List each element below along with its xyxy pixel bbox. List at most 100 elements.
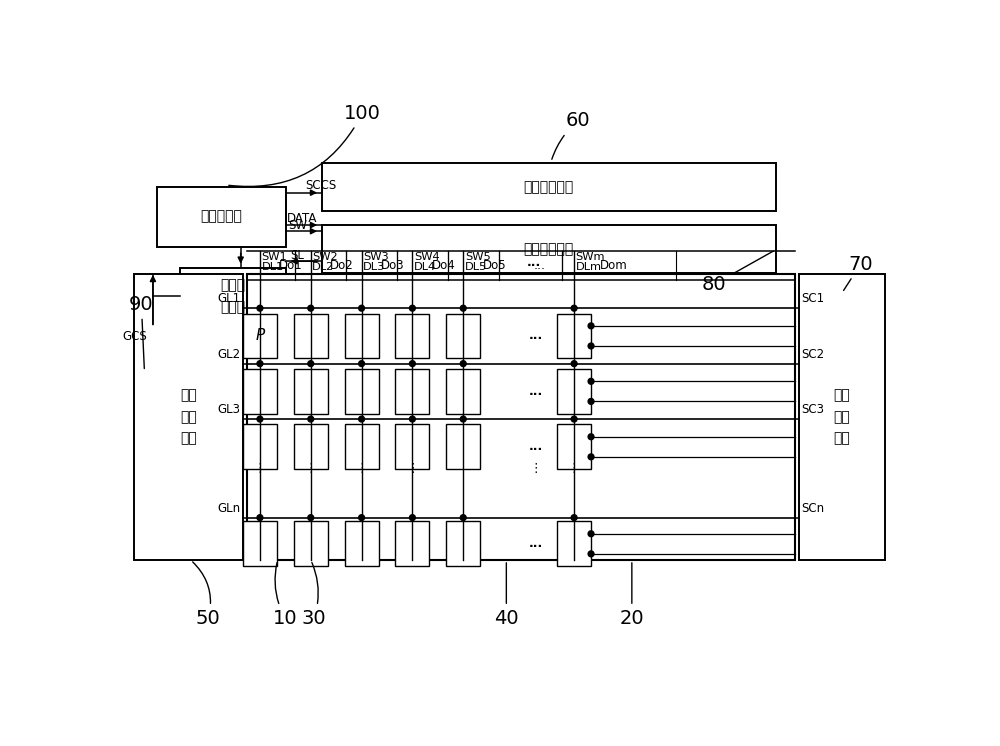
Bar	[446, 313, 480, 358]
Text: DL3: DL3	[363, 263, 385, 272]
Circle shape	[409, 361, 415, 366]
Circle shape	[571, 515, 577, 521]
Bar	[294, 313, 328, 358]
Bar	[446, 424, 480, 469]
Text: SC1: SC1	[801, 292, 824, 305]
Circle shape	[359, 305, 365, 311]
Circle shape	[588, 323, 594, 329]
Text: ⋮: ⋮	[254, 462, 266, 475]
Text: 60: 60	[552, 111, 590, 159]
Bar	[395, 424, 429, 469]
Text: 发光控制模块: 发光控制模块	[524, 242, 574, 256]
Circle shape	[571, 305, 577, 311]
Text: ...: ...	[533, 260, 545, 272]
Circle shape	[257, 515, 263, 521]
Bar	[557, 369, 591, 414]
Circle shape	[460, 361, 466, 366]
Text: 扫描
驱动
模块: 扫描 驱动 模块	[180, 388, 197, 445]
Bar	[557, 424, 591, 469]
Circle shape	[588, 551, 594, 557]
Text: Do1: Do1	[279, 260, 303, 272]
Text: GL1: GL1	[218, 292, 241, 305]
Bar	[243, 313, 277, 358]
Circle shape	[460, 416, 466, 422]
Circle shape	[571, 416, 577, 422]
Bar	[799, 274, 885, 560]
Text: SW2: SW2	[312, 252, 338, 263]
Circle shape	[588, 434, 594, 439]
Circle shape	[588, 378, 594, 384]
Text: GL2: GL2	[218, 348, 241, 360]
Text: P: P	[255, 328, 265, 343]
Circle shape	[409, 416, 415, 422]
Circle shape	[257, 305, 263, 311]
Text: ⋮: ⋮	[406, 462, 419, 475]
Circle shape	[588, 531, 594, 536]
Bar	[345, 424, 379, 469]
Text: ...: ...	[528, 385, 543, 398]
Circle shape	[257, 416, 263, 422]
Bar	[157, 186, 286, 247]
Circle shape	[308, 515, 314, 521]
Text: 20: 20	[620, 562, 644, 628]
Bar	[345, 521, 379, 566]
Bar	[294, 424, 328, 469]
Circle shape	[588, 454, 594, 460]
Bar	[446, 521, 480, 566]
Text: SW4: SW4	[414, 252, 440, 263]
Bar	[395, 313, 429, 358]
Text: 70: 70	[844, 254, 873, 290]
Text: SC2: SC2	[801, 348, 824, 360]
Text: SW1: SW1	[261, 252, 287, 263]
Text: SC3: SC3	[801, 403, 824, 416]
Text: DATA: DATA	[287, 213, 317, 225]
Text: Do3: Do3	[381, 260, 404, 272]
Text: 80: 80	[702, 251, 773, 294]
Circle shape	[359, 361, 365, 366]
Text: Do5: Do5	[482, 260, 506, 272]
Text: ⋮: ⋮	[355, 462, 368, 475]
Text: DL4: DL4	[414, 263, 436, 272]
Text: 30: 30	[302, 562, 326, 628]
Text: 100: 100	[229, 104, 381, 186]
Bar	[134, 274, 243, 560]
Circle shape	[308, 305, 314, 311]
Circle shape	[460, 305, 466, 311]
Text: ⋮: ⋮	[529, 462, 542, 475]
Text: SW3: SW3	[363, 252, 389, 263]
Bar	[395, 369, 429, 414]
Text: GLn: GLn	[218, 501, 241, 515]
Text: SW5: SW5	[465, 252, 491, 263]
Text: ...: ...	[527, 256, 541, 269]
Bar	[345, 313, 379, 358]
Bar	[294, 369, 328, 414]
Text: DL5: DL5	[465, 263, 487, 272]
Text: 数据驱动模块: 数据驱动模块	[524, 181, 574, 194]
Bar	[243, 521, 277, 566]
Text: 40: 40	[494, 562, 519, 628]
Text: SCn: SCn	[801, 501, 824, 515]
Text: 侦测转
换模块: 侦测转 换模块	[220, 278, 246, 314]
Text: DL2: DL2	[312, 263, 334, 272]
Text: SWm: SWm	[576, 252, 605, 263]
Circle shape	[359, 416, 365, 422]
Text: 90: 90	[129, 295, 154, 369]
Text: ⋮: ⋮	[568, 462, 580, 475]
Bar	[243, 369, 277, 414]
Bar	[322, 163, 776, 211]
Text: SW: SW	[288, 219, 307, 231]
Circle shape	[308, 361, 314, 366]
Text: ...: ...	[528, 440, 543, 454]
Circle shape	[460, 515, 466, 521]
Bar	[446, 369, 480, 414]
Bar	[294, 521, 328, 566]
Circle shape	[409, 515, 415, 521]
Circle shape	[308, 416, 314, 422]
Circle shape	[588, 398, 594, 404]
Text: ...: ...	[528, 537, 543, 551]
Text: Do4: Do4	[432, 260, 455, 272]
Text: 侦测
驱动
模块: 侦测 驱动 模块	[834, 388, 850, 445]
Text: GCS: GCS	[122, 330, 147, 343]
Circle shape	[257, 361, 263, 366]
Circle shape	[571, 361, 577, 366]
